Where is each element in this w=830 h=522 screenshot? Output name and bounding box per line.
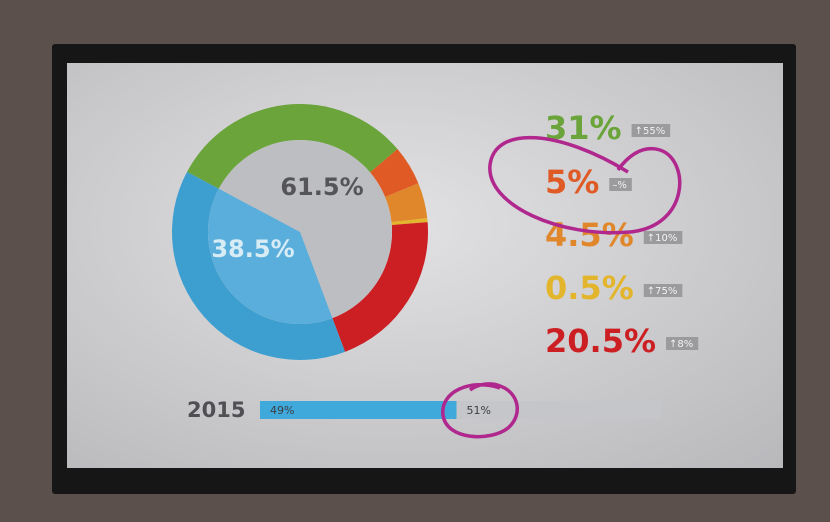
legend-value: 0.5%	[545, 269, 634, 307]
bar-value-label: 49%	[270, 404, 294, 417]
change-label: ↑8%	[669, 339, 693, 350]
screenshot: 61.5%38.5%31%↑55%5%–%4.5%↑10%0.5%↑75%20.…	[0, 0, 830, 518]
change-label: ↑10%	[647, 233, 678, 244]
page: {"chart_data": [ {"type": "donut", "valu…	[0, 0, 830, 518]
change-label: –%	[612, 180, 627, 191]
group-label: 61.5%	[280, 173, 363, 201]
bar-value-label: 51%	[466, 404, 490, 417]
segment-label: 38.5%	[211, 235, 294, 263]
legend-value: 5%	[545, 163, 599, 201]
legend-value: 20.5%	[545, 322, 656, 360]
legend-value: 4.5%	[545, 216, 634, 254]
change-label: ↑55%	[635, 126, 666, 137]
change-label: ↑75%	[647, 286, 678, 297]
bar-category: 2015	[187, 398, 245, 422]
